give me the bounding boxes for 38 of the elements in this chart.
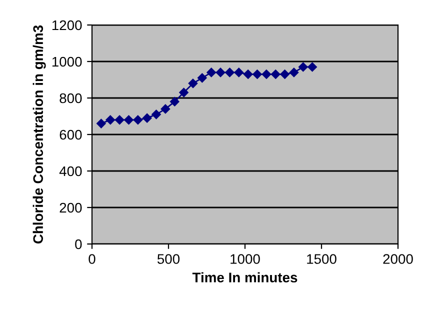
point: [142, 113, 152, 123]
y-tick-label: 400: [59, 166, 82, 176]
y-tick-label: 200: [60, 202, 82, 213]
y-tick-label: 800: [60, 93, 82, 104]
point: [206, 68, 216, 78]
y-axis-title: Chloride Concentration in gm/m3: [32, 25, 46, 244]
point: [280, 70, 290, 79]
point: [170, 97, 180, 106]
point: [96, 118, 106, 128]
point: [243, 70, 253, 79]
point: [262, 70, 272, 79]
y-tick-label: 0: [75, 239, 82, 250]
point: [188, 78, 198, 88]
point: [152, 110, 161, 120]
y-tick-label: 600: [60, 130, 82, 140]
x-tick-label: 0: [88, 254, 96, 264]
point: [179, 88, 188, 98]
x-tick-label: 1500: [307, 254, 336, 264]
y-tick-label: 1000: [52, 56, 82, 67]
point: [298, 62, 308, 72]
x-tick-label: 1000: [230, 254, 260, 264]
point: [133, 115, 143, 125]
point: [234, 68, 244, 78]
y-tick-label: 1200: [52, 20, 82, 30]
x-tick-label: 500: [157, 254, 180, 264]
x-axis-title: Time In minutes: [192, 272, 298, 282]
point: [124, 115, 134, 125]
point: [252, 70, 262, 79]
point: [198, 73, 207, 83]
point: [160, 104, 170, 114]
point: [270, 70, 280, 79]
point: [216, 68, 226, 78]
point: [106, 115, 115, 125]
point: [225, 68, 234, 78]
x-tick-label: 2000: [383, 254, 413, 264]
point: [114, 115, 124, 125]
point: [289, 68, 299, 78]
point: [308, 62, 317, 72]
